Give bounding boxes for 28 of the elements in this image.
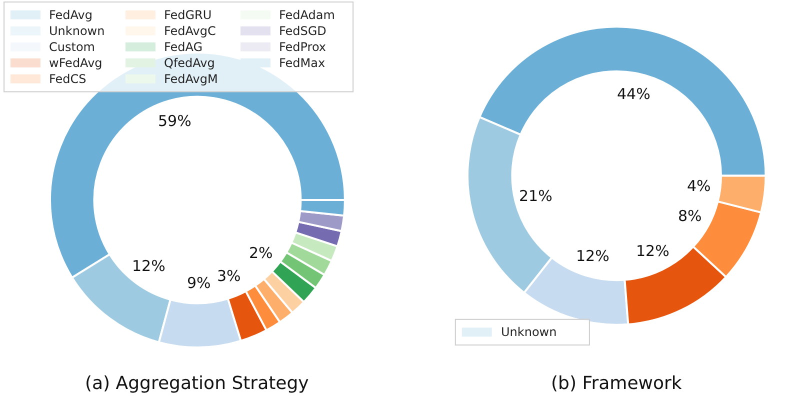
data-label: 3% — [217, 267, 241, 285]
legend-label: FedSGD — [279, 24, 326, 38]
legend-label: FedProx — [279, 40, 326, 54]
legend-label: QfedAvg — [164, 56, 215, 70]
data-label: 44% — [617, 85, 650, 103]
data-label: 12% — [636, 242, 670, 260]
legend-label: Custom — [49, 40, 95, 54]
legend-label: FedCS — [49, 72, 86, 86]
data-label: 21% — [519, 187, 552, 205]
data-label: 2% — [249, 244, 273, 262]
text: (a) Aggregation Strategy — [85, 373, 310, 394]
legend-label: FedAG — [164, 40, 203, 54]
legend-label: Unknown — [49, 24, 105, 38]
legend-label: FedAvgC — [164, 24, 216, 38]
legend-label: wFedAvg — [49, 56, 102, 70]
legend-label: FedAdam — [279, 8, 335, 22]
legend-label: FedAvgM — [164, 72, 218, 86]
legend-label: FedAvg — [49, 8, 92, 22]
data-label: 8% — [678, 207, 702, 225]
data-label: 4% — [687, 177, 711, 195]
data-label: 12% — [576, 247, 610, 265]
data-label: 9% — [187, 274, 211, 292]
data-label: 59% — [158, 112, 192, 130]
text: (b) Framework — [551, 373, 682, 394]
data-label: 12% — [132, 257, 166, 275]
legend-label: FedGRU — [164, 8, 212, 22]
legend-label: FedMax — [279, 56, 326, 70]
legend-label: Unknown — [501, 325, 557, 339]
